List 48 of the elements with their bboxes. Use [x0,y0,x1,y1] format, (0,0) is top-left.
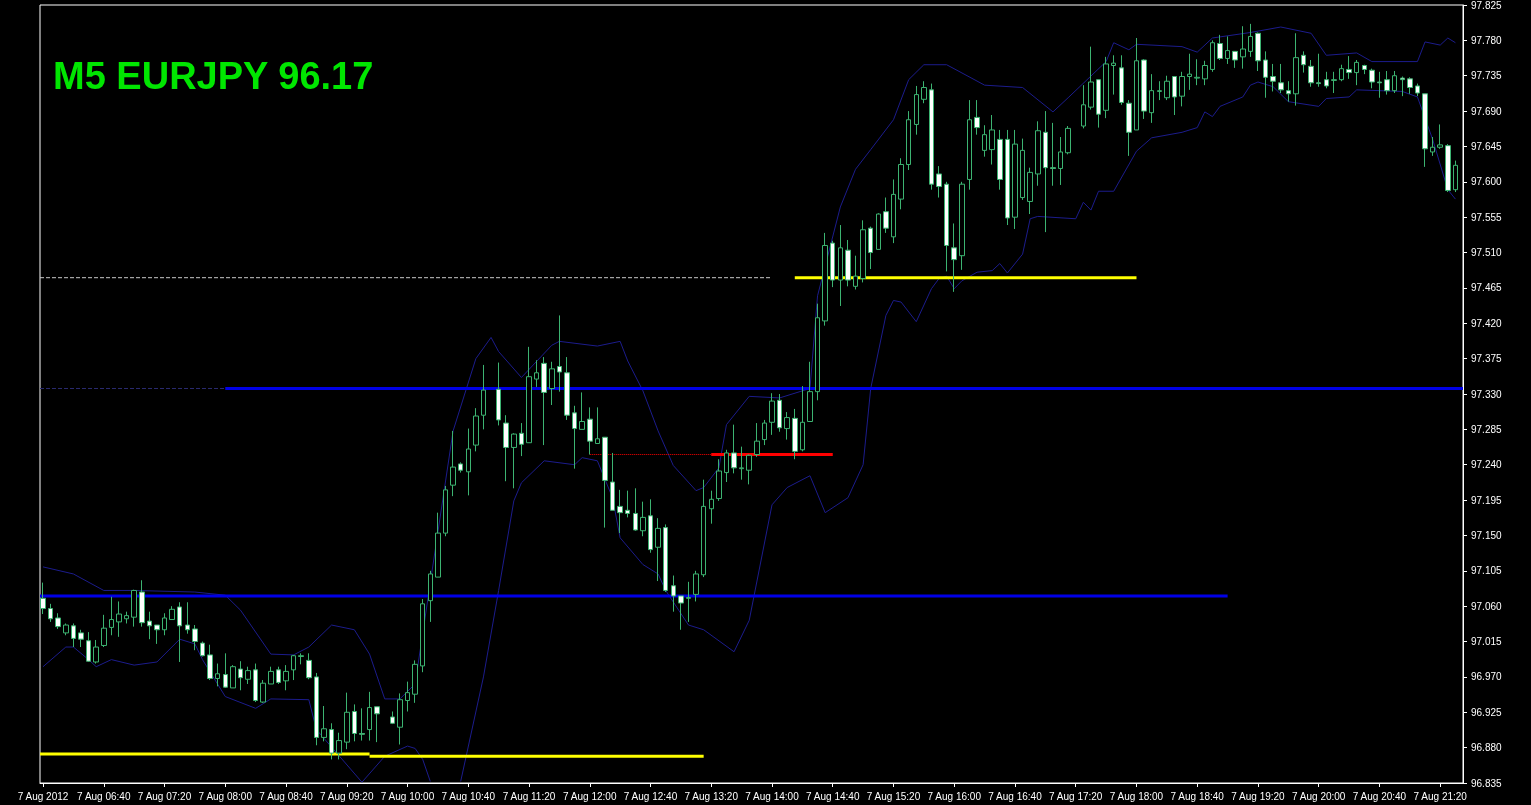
x-tick-label: 7 Aug 08:40 [259,790,314,802]
text: M5 EURJPY 96.17 [53,55,374,97]
x-tick-label: 7 Aug 16:00 [927,790,982,802]
y-tick-label: 97.690 [1471,105,1503,117]
y-tick-label: 97.240 [1471,459,1503,471]
y-tick-label: 97.510 [1471,247,1503,259]
x-tick-label: 7 Aug 11:20 [502,790,556,802]
x-tick-label: 7 Aug 21:20 [1413,790,1468,802]
x-tick-label: 7 Aug 14:40 [806,790,860,802]
y-tick-label: 97.330 [1471,388,1503,400]
x-tick-label: 7 Aug 18:40 [1170,790,1225,802]
y-tick-label: 97.780 [1471,34,1503,46]
x-tick-label: 7 Aug 15:20 [866,790,921,802]
y-tick-label: 97.600 [1471,176,1503,188]
x-tick-label: 7 Aug 17:20 [1049,790,1103,802]
y-tick-label: 96.880 [1471,742,1503,754]
y-tick-label: 97.285 [1471,423,1503,435]
x-tick-label: 7 Aug 13:20 [684,790,739,802]
y-tick-label: 97.150 [1471,529,1503,541]
y-tick-label: 97.060 [1471,600,1503,612]
x-tick-label: 7 Aug 12:40 [623,790,678,802]
y-tick-label: 97.195 [1471,494,1503,506]
x-tick-label: 7 Aug 07:20 [137,790,192,802]
x-tick-label: 7 Aug 20:40 [1352,790,1407,802]
x-tick-label: 7 Aug 19:20 [1231,790,1286,802]
y-tick-label: 96.970 [1471,671,1503,683]
y-tick-label: 96.925 [1471,706,1503,718]
x-tick-label: 7 Aug 10:40 [441,790,496,802]
x-tick-label: 7 Aug 14:00 [745,790,800,802]
y-tick-label: 97.465 [1471,282,1503,294]
y-tick-label: 97.645 [1471,140,1503,152]
y-tick-label: 97.375 [1471,353,1503,365]
x-tick-label: 7 Aug 10:00 [380,790,435,802]
x-tick-label: 7 Aug 06:40 [77,790,131,802]
y-tick-label: 97.735 [1471,70,1503,82]
x-tick-label: 7 Aug 16:40 [988,790,1043,802]
y-tick-label: 96.835 [1471,777,1503,789]
y-tick-label: 97.825 [1471,0,1503,11]
x-tick-label: 7 Aug 09:20 [320,790,374,802]
x-tick-label: 7 Aug 12:00 [563,790,617,802]
x-tick-label: 7 Aug 20:00 [1292,790,1346,802]
y-tick-label: 97.555 [1471,211,1503,223]
x-tick-label: 7 Aug 2012 [17,790,69,802]
y-tick-label: 97.420 [1471,317,1503,329]
x-tick-label: 7 Aug 08:00 [198,790,253,802]
x-tick-label: 7 Aug 18:00 [1109,790,1164,802]
y-tick-label: 97.015 [1471,636,1503,648]
y-tick-label: 97.105 [1471,565,1503,577]
